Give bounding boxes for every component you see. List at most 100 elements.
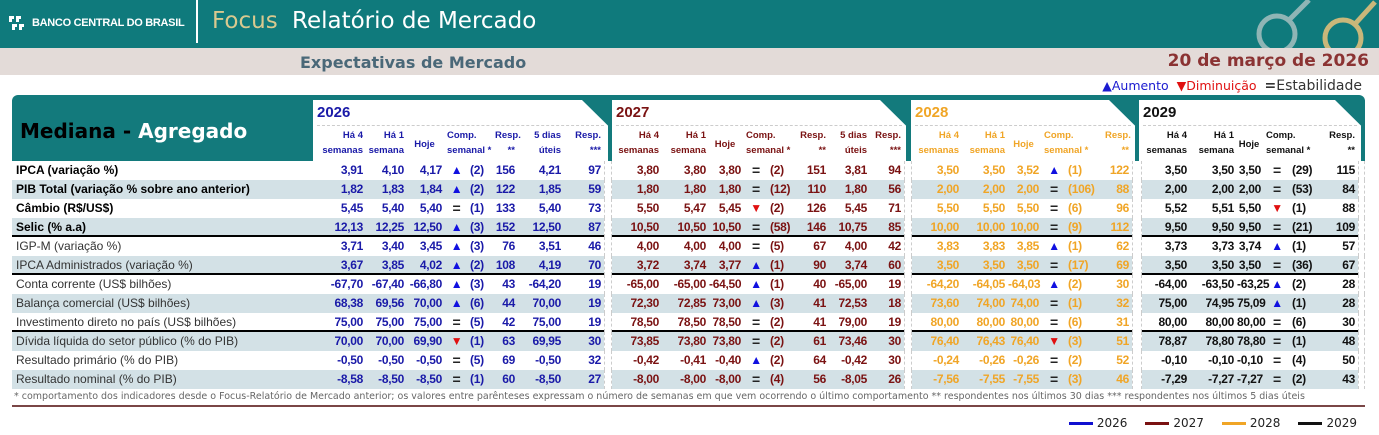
header-dashed-divider <box>915 125 1131 126</box>
value-today: 5,45 <box>718 201 741 215</box>
weeks-count: (6) <box>1292 315 1306 329</box>
value-5-days: 3,74 <box>844 258 867 272</box>
column-gap <box>904 294 912 313</box>
weeks-count: (2) <box>1292 277 1306 291</box>
weeks-count: (1) <box>770 277 784 291</box>
column-gap <box>604 294 612 313</box>
header-dashed-divider <box>317 125 604 126</box>
respondents-30d: 122 <box>495 182 515 196</box>
column-gap <box>1132 294 1142 313</box>
indicator-label: Conta corrente (US$ bilhões) <box>16 277 172 291</box>
equal-icon: = <box>752 371 760 387</box>
year-line-swatch <box>1221 422 1246 425</box>
equal-icon: = <box>752 219 760 235</box>
value-1-week-ago: 72,85 <box>677 296 706 310</box>
indicator-label: Selic (% a.a) <box>16 220 87 234</box>
column-gap <box>1358 161 1365 180</box>
value-1-week-ago: 73,80 <box>677 334 706 348</box>
equal-icon: = <box>1050 200 1058 216</box>
magnifier-decoration-icon <box>1256 0 1377 48</box>
value-5-days: 10,75 <box>838 220 867 234</box>
value-5-days: 70,00 <box>532 296 561 310</box>
value-today: 4,02 <box>419 258 442 272</box>
respondents-30d: 57 <box>1342 239 1355 253</box>
column-gap <box>1132 370 1142 389</box>
col-header-comp: Comp. semanal * <box>447 130 492 156</box>
respondents-30d: 69 <box>1116 258 1129 272</box>
col-header-h4: Há 4 semanas <box>918 130 959 156</box>
value-today: -0,10 <box>1237 353 1263 367</box>
respondents-30d: 56 <box>813 372 826 386</box>
respondents-30d: 62 <box>1116 239 1129 253</box>
respondents-30d: 88 <box>1342 201 1355 215</box>
respondents-5d: 18 <box>888 296 901 310</box>
column-gap <box>1358 294 1365 313</box>
column-gap <box>904 161 912 180</box>
respondents-5d: 70 <box>588 258 601 272</box>
value-1-week-ago: -0,26 <box>979 353 1005 367</box>
respondents-5d: 42 <box>888 239 901 253</box>
up-arrow-icon: ▲ <box>1048 277 1060 291</box>
bcb-logo-icon <box>9 16 24 30</box>
weeks-count: (2) <box>770 163 784 177</box>
column-gap <box>604 332 612 351</box>
value-4-weeks-ago: 5,50 <box>936 201 959 215</box>
up-arrow-icon: ▲ <box>450 182 463 196</box>
weeks-count: (5) <box>470 315 484 329</box>
value-1-week-ago: 5,50 <box>982 201 1005 215</box>
value-5-days: 4,00 <box>844 239 867 253</box>
value-today: -0,50 <box>416 353 442 367</box>
value-4-weeks-ago: 72,30 <box>630 296 659 310</box>
value-4-weeks-ago: 78,50 <box>630 315 659 329</box>
value-1-week-ago: -0,50 <box>378 353 404 367</box>
column-gap <box>604 351 612 370</box>
col-header-hoje: Hoje <box>1013 138 1034 150</box>
column-gap <box>904 332 912 351</box>
year-line-swatch <box>1068 422 1093 425</box>
equal-icon: = <box>452 314 461 330</box>
weeks-count: (1) <box>470 372 484 386</box>
bcb-logo: BANCO CENTRAL DO BRASIL <box>6 12 185 34</box>
weeks-count: (3) <box>470 239 484 253</box>
year-legend-item: 2028 <box>1221 416 1280 430</box>
value-5-days: 4,21 <box>538 163 561 177</box>
value-today: 3,50 <box>1238 163 1261 177</box>
respondents-5d: 27 <box>588 372 601 386</box>
table-row: Dívida líquida do setor público (% do PI… <box>12 332 1365 351</box>
indicator-label: PIB Total (variação % sobre ano anterior… <box>16 182 250 196</box>
value-1-week-ago: 74,95 <box>1205 296 1234 310</box>
value-5-days: 5,45 <box>844 201 867 215</box>
column-gap <box>604 370 612 389</box>
value-5-days: 1,80 <box>844 182 867 196</box>
value-5-days: 1,85 <box>538 182 561 196</box>
value-today: 4,00 <box>718 239 741 253</box>
weeks-count: (3) <box>1068 372 1082 386</box>
value-4-weeks-ago: 80,00 <box>1158 315 1187 329</box>
respondents-30d: 28 <box>1342 277 1355 291</box>
weeks-count: (1) <box>1068 296 1082 310</box>
value-4-weeks-ago: 80,00 <box>930 315 959 329</box>
value-today: 12,50 <box>413 220 442 234</box>
equal-icon: = <box>1050 295 1058 311</box>
value-5-days: 5,40 <box>538 201 561 215</box>
col-header-resp: Resp. ** <box>1329 130 1355 156</box>
value-1-week-ago: 3,50 <box>982 258 1005 272</box>
value-today: 70,00 <box>413 296 442 310</box>
value-4-weeks-ago: 3,50 <box>936 163 959 177</box>
value-5-days: 79,00 <box>838 315 867 329</box>
equal-icon: = <box>1273 257 1281 273</box>
value-today: -0,26 <box>1013 353 1039 367</box>
respondents-30d: 152 <box>495 220 515 234</box>
year-legend-item: 2026 <box>1068 416 1127 430</box>
value-1-week-ago: 78,80 <box>1205 334 1234 348</box>
equal-icon: = <box>1273 352 1281 368</box>
up-arrow-icon: ▲ <box>750 296 762 310</box>
value-4-weeks-ago: 3,80 <box>636 163 659 177</box>
value-today: 80,00 <box>1010 315 1039 329</box>
col-header-h4: Há 4 semanas <box>322 130 363 156</box>
year-legend-item: 2029 <box>1298 416 1357 430</box>
value-today: 3,52 <box>1016 163 1039 177</box>
value-today: 3,74 <box>1238 239 1261 253</box>
value-1-week-ago: 9,50 <box>1211 220 1234 234</box>
indicator-label: IPCA (variação %) <box>16 163 119 177</box>
